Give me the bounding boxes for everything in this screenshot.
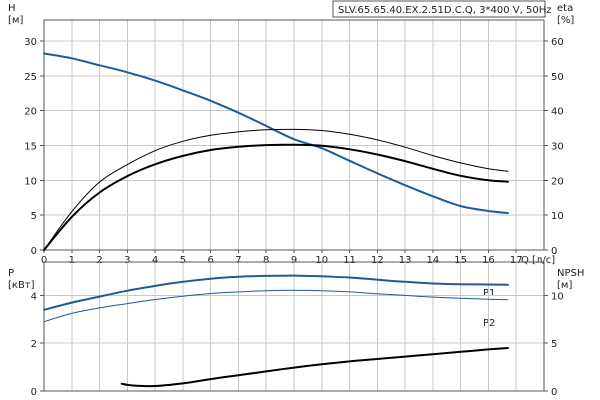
y-right-label-top-1: eta xyxy=(557,3,573,14)
y-left-tick-label: 0 xyxy=(31,246,37,257)
series-label-p2: P2 xyxy=(483,318,495,329)
y-left-label-top-2: [м] xyxy=(8,15,23,26)
series-line-eta-thick xyxy=(43,143,509,251)
x-tick-label: 13 xyxy=(399,255,412,266)
series-line-h xyxy=(43,52,509,215)
y-right-tick-label: 50 xyxy=(551,72,564,83)
series-label-p1: P1 xyxy=(483,288,495,299)
x-tick-label: 9 xyxy=(291,255,297,266)
x-tick-label: 0 xyxy=(41,255,47,266)
chart-title: SLV.65.65.40.EX.2.51D.C.Q, 3*400 V, 50Hz xyxy=(338,5,551,16)
series-line-p2 xyxy=(43,289,509,323)
x-tick-label: 17 xyxy=(510,255,523,266)
title-box xyxy=(332,0,546,18)
x-tick-label: 8 xyxy=(263,255,269,266)
x-tick-label: 10 xyxy=(315,255,328,266)
y-left-tick-label: 25 xyxy=(24,72,37,83)
x-tick-label: 12 xyxy=(371,255,384,266)
y-left-tick-label: 2 xyxy=(31,339,37,350)
y-right-tick-label: 60 xyxy=(551,37,564,48)
plot-frame xyxy=(43,261,545,392)
x-tick-label: 6 xyxy=(207,255,213,266)
x-axis-label: Q [л/с] xyxy=(521,255,555,266)
y-right-tick-label: 20 xyxy=(551,176,564,187)
y-right-tick-label: 10 xyxy=(551,291,564,302)
y-right-tick-label: 5 xyxy=(551,339,557,350)
y-left-tick-label: 15 xyxy=(24,141,37,152)
y-right-tick-label: 0 xyxy=(551,246,557,257)
x-tick-label: 14 xyxy=(427,255,440,266)
y-right-tick-label: 0 xyxy=(551,387,557,398)
y-left-tick-label: 5 xyxy=(31,211,37,222)
y-left-label-bottom-2: [кВт] xyxy=(8,280,35,291)
x-tick-label: 2 xyxy=(96,255,102,266)
y-left-tick-label: 4 xyxy=(31,291,37,302)
bottom-plot: 0 2 4 0 5 10 xyxy=(31,261,564,398)
x-tick-label: 4 xyxy=(152,255,158,266)
y-right-label-top-2: [%] xyxy=(557,15,574,26)
x-tick-label: 15 xyxy=(454,255,467,266)
x-tick-label: 16 xyxy=(482,255,495,266)
y-left-tick-label: 20 xyxy=(24,107,37,118)
y-left-tick-label: 0 xyxy=(31,387,37,398)
x-tick-label: 11 xyxy=(343,255,356,266)
y-right-tick-label: 40 xyxy=(551,107,564,118)
y-right-label-bottom-1: NPSH xyxy=(557,268,584,279)
x-tick-label: 3 xyxy=(124,255,130,266)
x-tick-label: 5 xyxy=(180,255,186,266)
y-left-tick-label: 10 xyxy=(24,176,37,187)
y-right-tick-label: 30 xyxy=(551,141,564,152)
series-line-eta-thin xyxy=(43,128,509,251)
x-tick-label: 1 xyxy=(69,255,75,266)
y-left-label-top-1: H xyxy=(8,3,16,14)
x-tick-label: 7 xyxy=(235,255,241,266)
y-right-tick-label: 10 xyxy=(551,211,564,222)
y-right-label-bottom-2: [м] xyxy=(557,280,572,291)
y-left-tick-label: 30 xyxy=(24,37,37,48)
series-line-npsh xyxy=(120,347,509,388)
y-left-label-bottom-1: P xyxy=(8,268,14,279)
series-line-p1 xyxy=(43,274,509,311)
